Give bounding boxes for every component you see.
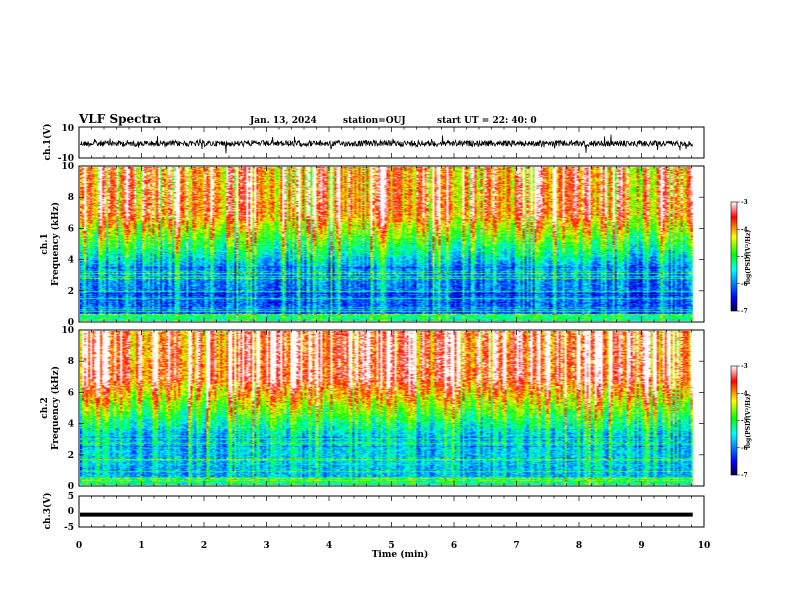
figure-title: VLF Spectra [78, 112, 161, 126]
start-time-label: start UT = 22: 40: 0 [437, 116, 537, 126]
ch3-ytick-bottom: -5 [64, 523, 74, 533]
ch1-colorbar-tick-label: -4 [741, 226, 748, 233]
ch1-spectrogram-ytick-label: 10 [61, 162, 74, 172]
ch1-yticks: 0 2 4 6 8 10 [61, 162, 704, 328]
x-tick-label: 9 [638, 541, 644, 551]
ch2-spectrogram-ytick-label: 8 [68, 357, 74, 367]
ch2-spectrogram-ytick-label: 0 [68, 482, 74, 492]
x-tick-label: 8 [576, 541, 582, 551]
ch2-colorbar-tick-label: -4 [741, 390, 748, 397]
ch2-spectrogram-ticks [78, 330, 705, 486]
x-tick-label: 6 [451, 541, 457, 551]
ch1-colorbar-ticks: -3 -4 -5 -6 -7 [737, 199, 748, 315]
ch1-colorbar-tick-label: -3 [741, 199, 748, 206]
x-tick-label: 2 [201, 541, 207, 551]
ch1-ytick-top: 10 [61, 124, 74, 134]
ch1-waveform-ticks [78, 127, 705, 158]
ch1-spectrogram-ylabel-line1: ch.1 [40, 233, 50, 254]
ch1-spectrogram-ytick-label: 6 [68, 224, 74, 234]
date-label: Jan. 13, 2024 [249, 116, 317, 126]
ch1-spectrogram-ytick-label: 4 [68, 256, 74, 266]
ch3-waveform-panel: 5 0 -5 ch.3(V) [42, 492, 705, 533]
ch1-spectrogram-image [80, 167, 693, 321]
ch3-waveform-ticks [78, 496, 705, 527]
ch1-colorbar [730, 201, 738, 312]
ch1-ytick-bottom: -10 [58, 154, 74, 164]
ch1-spectrogram-ticks [78, 166, 705, 322]
ch2-yticks: 0 2 4 6 8 10 [61, 326, 704, 492]
x-tick-label: 4 [326, 541, 332, 551]
ch1-spectrogram-ylabel-line2: Frequency (kHz) [50, 202, 61, 286]
ch1-spectrogram-ytick-label: 0 [68, 318, 74, 328]
x-tick-label: 5 [388, 541, 394, 551]
x-tick-label: 3 [263, 541, 269, 551]
ch1-colorbar-tick-label: -7 [741, 308, 748, 315]
ch2-colorbar-tick-label: -5 [741, 418, 748, 425]
ch3-waveform-ylabel: ch.3(V) [42, 493, 53, 530]
ch2-spectrogram-ytick-label: 4 [68, 420, 74, 430]
ch1-colorbar-tick-label: -6 [741, 281, 748, 288]
ch2-spectrogram-ytick-label: 6 [68, 388, 74, 398]
ch1-waveform-trace [79, 134, 693, 154]
ch2-spectrogram-ytick-label: 2 [68, 451, 74, 461]
ch2-colorbar-label: log(PSD)(V²/Hz) [745, 394, 752, 449]
ch2-colorbar-tick-label: -7 [741, 472, 748, 479]
x-axis-tick-labels: 0 1 2 3 4 5 6 7 8 9 10 [76, 541, 710, 551]
x-axis-label: Time (min) [372, 549, 429, 560]
station-label: station=OUJ [343, 116, 406, 126]
ch2-spectrogram-ylabel-line1: ch.2 [40, 397, 50, 418]
ch1-colorbar-label: log(PSD)(V²/Hz) [745, 230, 752, 285]
ch1-colorbar-tick-label: -5 [741, 254, 748, 261]
ch3-ytick-top: 5 [68, 492, 74, 502]
ch2-colorbar [730, 365, 738, 476]
ch2-colorbar-ticks: -3 -4 -5 -6 -7 [737, 363, 748, 479]
ch2-spectrogram-image [80, 331, 693, 485]
ch3-ytick-mid: 0 [68, 507, 74, 517]
ch1-waveform-panel: 10 -10 ch.1(V) [42, 124, 705, 164]
ch2-colorbar-tick-label: -3 [741, 363, 748, 370]
x-tick-label: 10 [698, 541, 711, 551]
ch1-waveform-ylabel: ch.1(V) [42, 124, 53, 161]
ch2-spectrogram-ytick-label: 10 [61, 326, 74, 336]
x-tick-label: 1 [138, 541, 144, 551]
ch1-spectrogram-ytick-label: 2 [68, 287, 74, 297]
ch1-spectrogram-ytick-label: 8 [68, 193, 74, 203]
ch2-spectrogram-ylabel-line2: Frequency (kHz) [50, 366, 61, 450]
ch2-colorbar-tick-label: -6 [741, 445, 748, 452]
x-tick-label: 7 [513, 541, 519, 551]
x-tick-label: 0 [76, 541, 82, 551]
